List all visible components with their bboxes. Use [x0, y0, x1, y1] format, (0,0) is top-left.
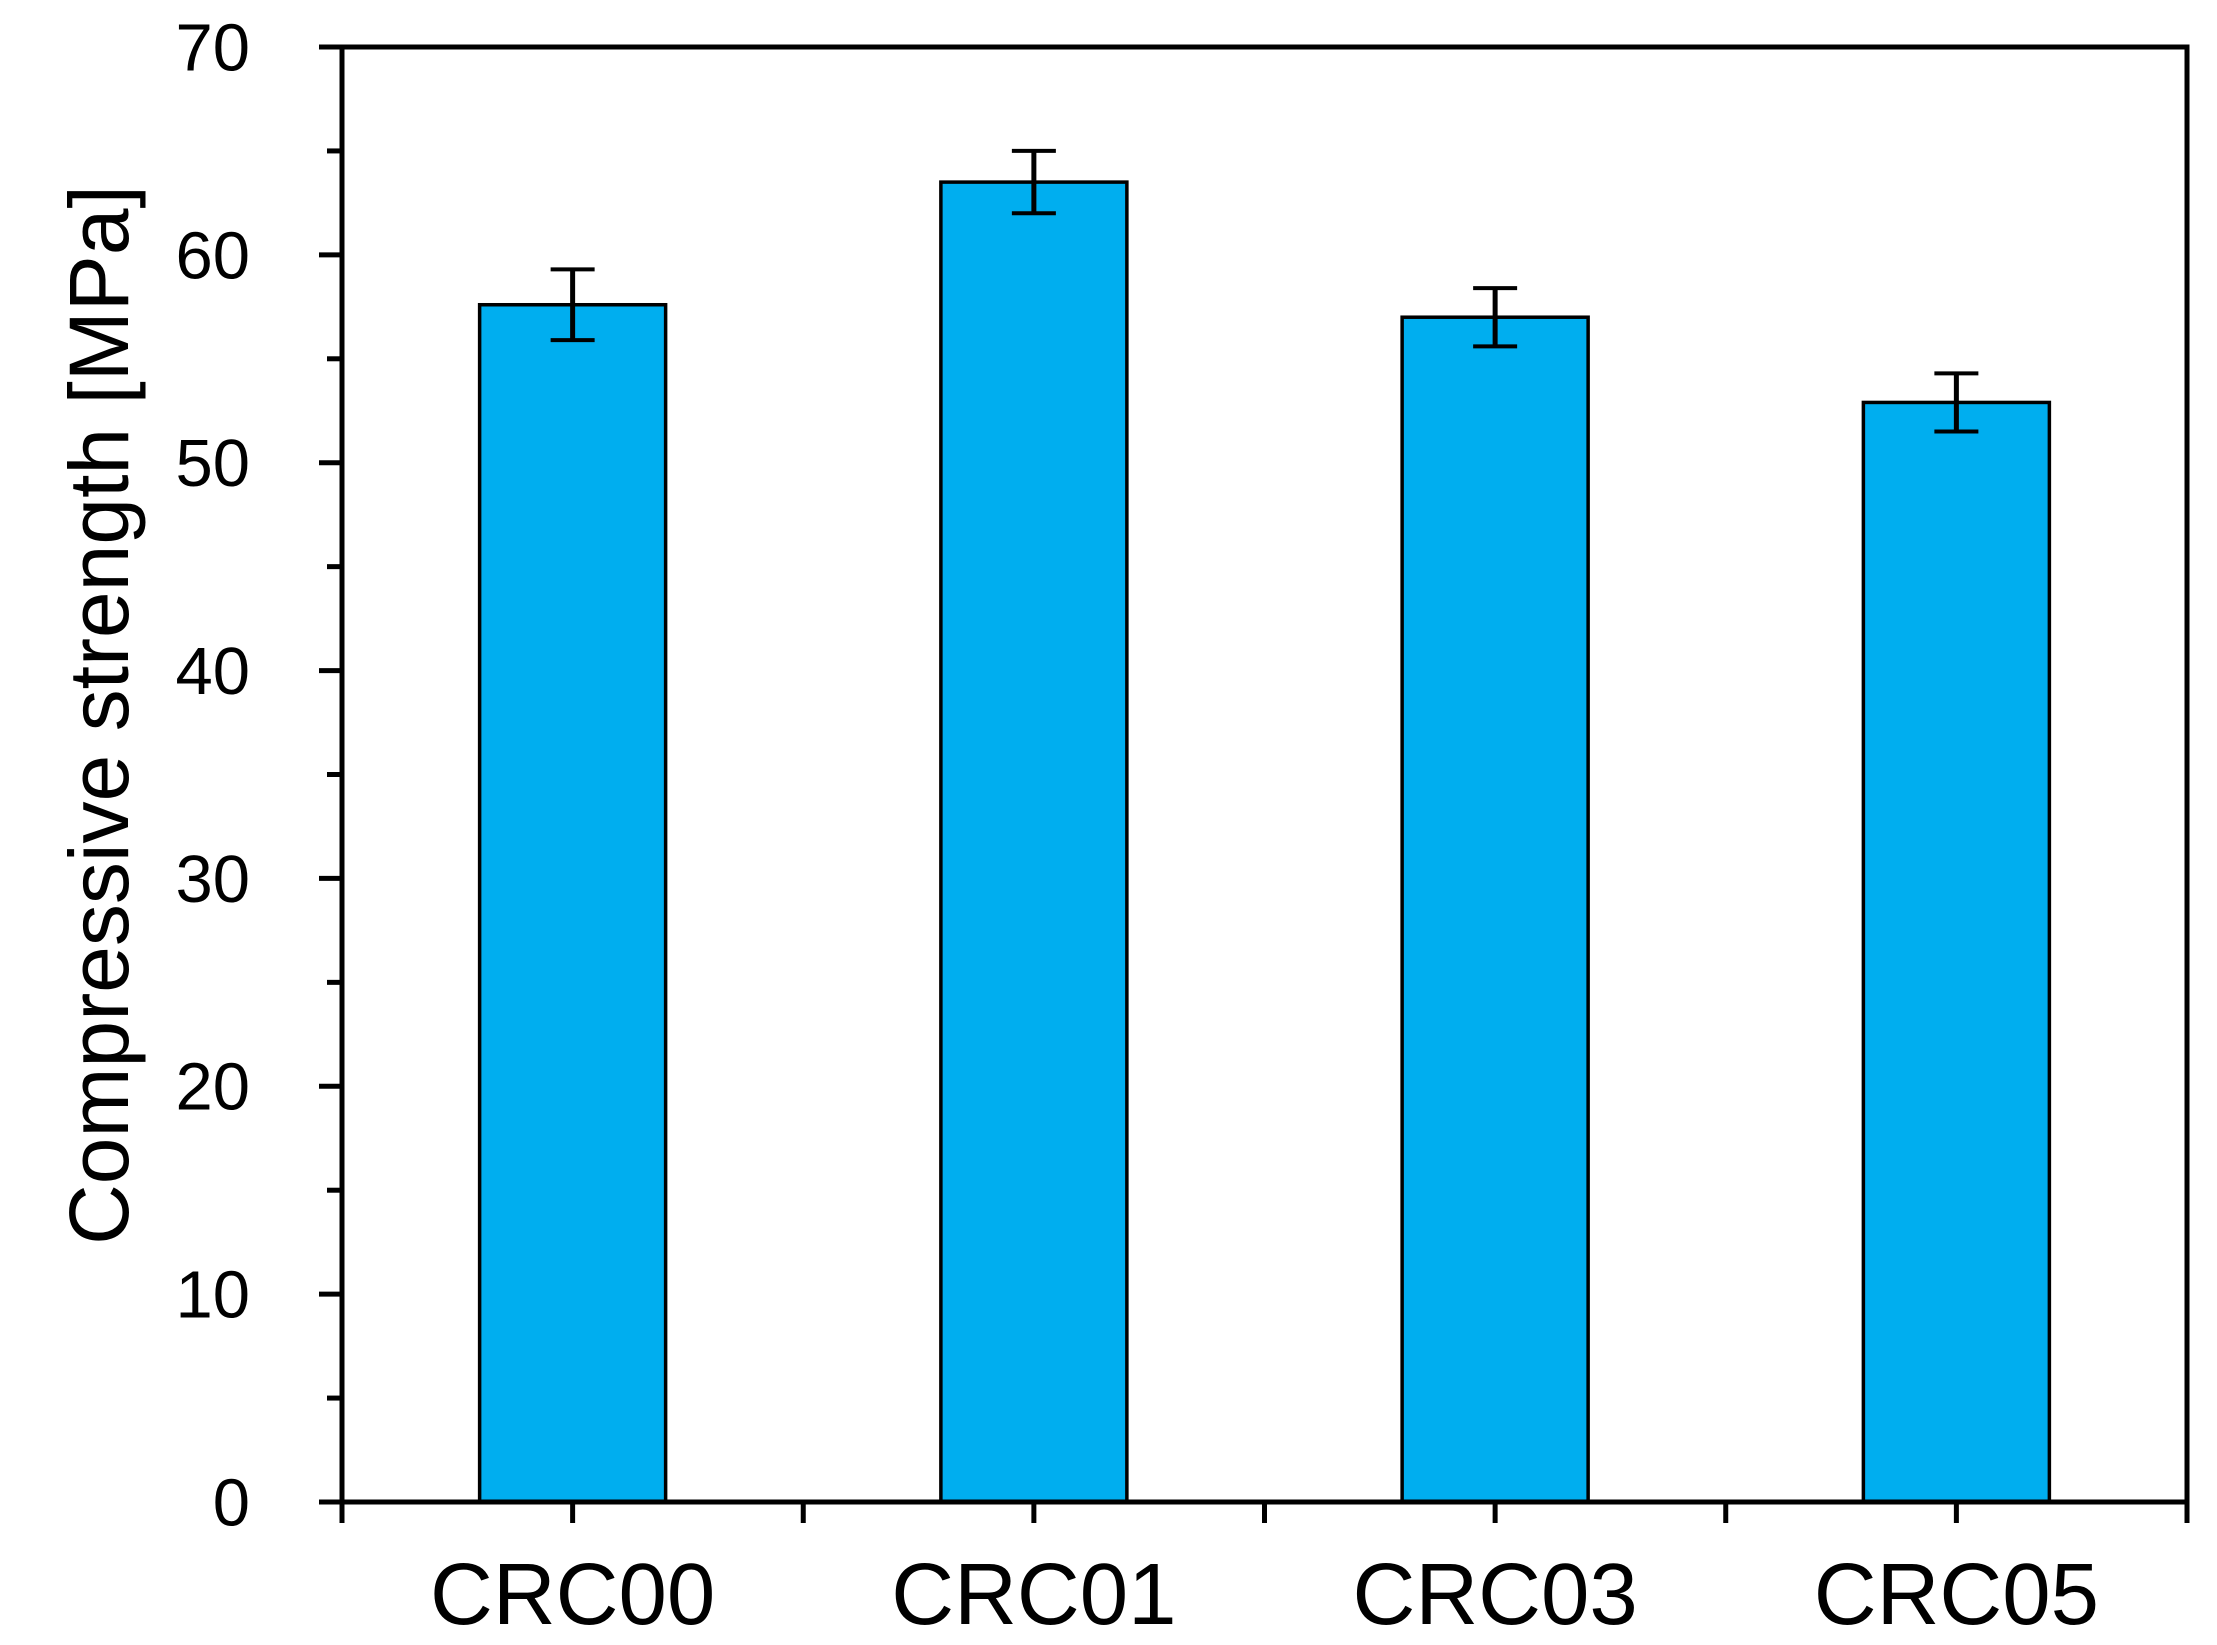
y-axis-title: Compressive strength [MPa]	[52, 185, 146, 1245]
x-tick-label-CRC00: CRC00	[430, 1546, 715, 1643]
bar-CRC00	[477, 302, 668, 1504]
bar-CRC05	[1861, 400, 2052, 1504]
x-tick-label-CRC05: CRC05	[1814, 1546, 2099, 1643]
axis-labels-group: CRC00 CRC01 CRC03 CRC05 0 10 20 30 40 50 60 70	[175, 10, 2099, 1643]
error-bar-CRC05	[1934, 371, 1979, 434]
bar-CRC01	[939, 180, 1129, 1504]
y-tick-label-30: 30	[175, 842, 250, 917]
bars-group	[477, 180, 2052, 1504]
x-tick-label-CRC01: CRC01	[891, 1546, 1176, 1643]
error-bar-CRC03	[1473, 286, 1518, 349]
x-tick-label-CRC03: CRC03	[1352, 1546, 1637, 1643]
axes-group	[319, 44, 2190, 1523]
y-tick-label-60: 60	[175, 218, 250, 293]
y-tick-label-10: 10	[175, 1258, 250, 1333]
y-tick-label-40: 40	[175, 634, 250, 709]
y-tick-label-20: 20	[175, 1050, 250, 1125]
error-bars-group	[550, 148, 1979, 434]
y-tick-label-70: 70	[175, 10, 250, 85]
y-tick-label-0: 0	[213, 1465, 250, 1540]
y-tick-label-50: 50	[175, 426, 250, 501]
error-bar-CRC00	[550, 267, 595, 343]
bar-CRC03	[1400, 315, 1590, 1504]
plot-border	[339, 44, 2190, 1505]
error-bar-CRC01	[1011, 148, 1056, 216]
